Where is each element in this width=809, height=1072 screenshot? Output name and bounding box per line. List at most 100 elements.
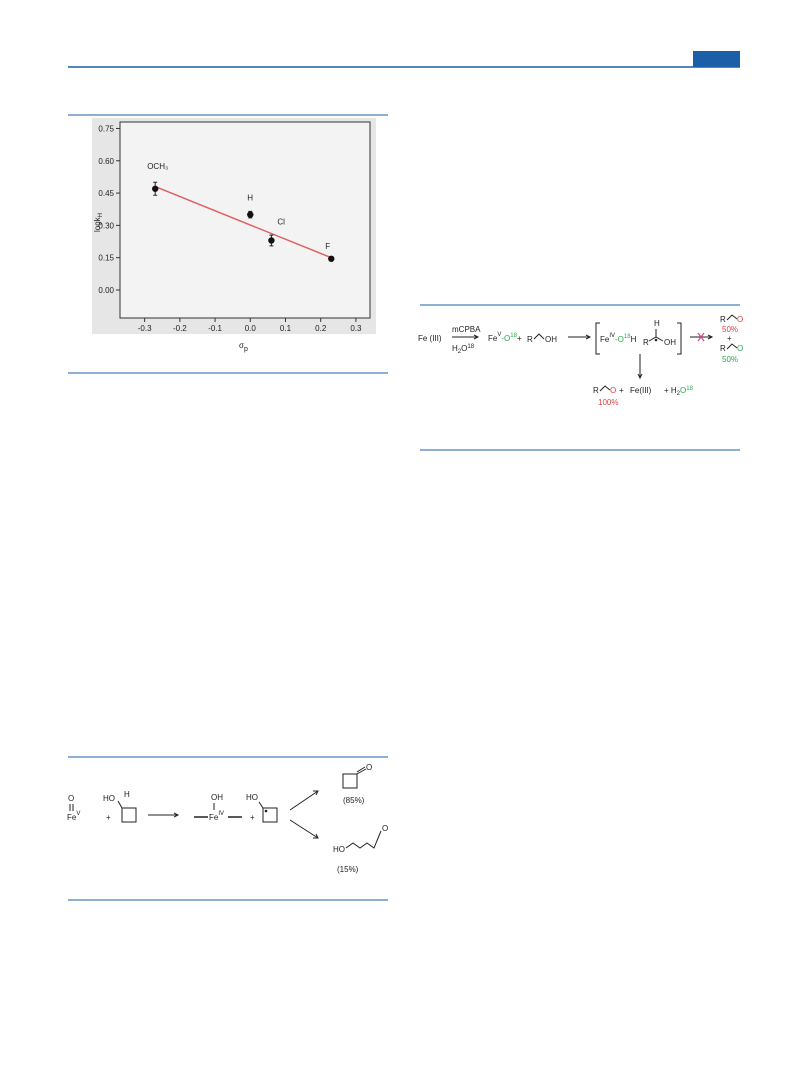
bond (648, 336, 664, 342)
text: O (680, 386, 686, 395)
yield: (85%) (343, 796, 365, 805)
text: 2 (677, 391, 681, 397)
point (328, 255, 335, 262)
arrow-head (707, 334, 714, 340)
plus: + (619, 386, 624, 395)
y-tick-label: 0.15 (98, 254, 114, 263)
x-tick-label: -0.2 (173, 324, 187, 333)
point-label: Cl (277, 217, 285, 226)
text: IV (218, 811, 224, 817)
text: logk (93, 216, 102, 232)
atom: H (124, 790, 130, 799)
atom: R (593, 386, 599, 395)
reactant: Fe (III) (418, 334, 442, 343)
text: V (76, 811, 80, 817)
ring (262, 807, 278, 823)
atom: FeV (67, 811, 80, 822)
chart: 0.00 0.15 0.30 0.45 0.60 0.75 -0.3 -0.2 -0.1 0.0 0… (93, 124, 362, 353)
text: H (631, 335, 637, 344)
point-label: OCH₃ (147, 162, 168, 171)
bond (726, 343, 738, 350)
text: IV (609, 333, 615, 339)
y-tick-label: 0.30 (98, 221, 114, 230)
text: O (461, 344, 467, 353)
species: FeIV-O18H (600, 333, 637, 344)
yield: 50% (722, 355, 738, 364)
point (152, 185, 159, 192)
x-tick-label: -0.3 (138, 324, 152, 333)
radical (264, 809, 268, 813)
text: 2 (458, 349, 462, 355)
x-axis-label: σp (239, 341, 248, 353)
ring (342, 773, 358, 789)
text: Fe (209, 813, 219, 822)
text: 18 (467, 344, 474, 350)
text: 18 (686, 386, 693, 392)
text: Fe (600, 335, 610, 344)
text: Fe (488, 334, 498, 343)
text: 18 (624, 334, 631, 340)
product: Fe(III) (630, 386, 652, 395)
bond (726, 314, 738, 321)
double-bond (69, 804, 74, 811)
point (247, 211, 254, 218)
plus: + (106, 813, 111, 822)
x-tick-label: 0.0 (245, 324, 257, 333)
reagent: H2O18 (452, 344, 475, 355)
bond (117, 800, 123, 809)
blocked-mark (697, 332, 705, 342)
text: Fe (67, 813, 77, 822)
y-tick-label: 0.75 (98, 124, 114, 133)
atom: HO (103, 794, 115, 803)
arrow-head (313, 790, 319, 839)
x-tick-label: -0.1 (208, 324, 222, 333)
reagent: mCPBA (452, 325, 481, 334)
atom: R (527, 335, 533, 344)
atom: FeIV (209, 811, 224, 822)
bracket (595, 322, 600, 355)
point (268, 237, 275, 244)
yield: (15%) (337, 865, 359, 874)
text: + H (664, 386, 677, 395)
atom: OH (211, 793, 223, 802)
text: + (517, 334, 522, 343)
y-tick-label: 0.45 (98, 189, 114, 198)
text: p (244, 346, 248, 353)
y-tick-label: 0.00 (98, 286, 114, 295)
atom: O (68, 794, 74, 803)
plus: + (250, 813, 255, 822)
atom: OH (664, 338, 676, 347)
text: V (497, 332, 501, 338)
x-tick-label: 0.2 (315, 324, 327, 333)
ring (121, 807, 137, 823)
atom: HO (246, 793, 258, 802)
arrow-head (637, 373, 643, 380)
text: σ (239, 341, 244, 350)
bond (599, 385, 611, 392)
point-label: F (325, 242, 330, 251)
atom: O (737, 344, 743, 353)
atom: OH (545, 335, 557, 344)
species: FeV-O18+ (488, 332, 522, 343)
arrow-head (173, 812, 180, 818)
x-tick-label: 0.1 (280, 324, 292, 333)
point-label: H (247, 194, 253, 203)
text: 18 (510, 333, 517, 339)
atom: R (643, 338, 649, 347)
text: -O (501, 334, 510, 343)
atom: HO (333, 845, 345, 854)
bond (258, 801, 264, 809)
atom: O (366, 763, 372, 772)
atom: O (610, 386, 616, 395)
arrow-head (585, 334, 592, 340)
scheme-2: Fe (III) mCPBA H2O18 FeV-O18+ R OH FeIV-… (418, 304, 743, 451)
fit-line (154, 185, 332, 259)
yield: 50% (722, 325, 738, 334)
atom: R (720, 315, 726, 324)
atom: O (382, 824, 388, 833)
text: -O (615, 335, 624, 344)
yield: 100% (598, 398, 618, 407)
chain (345, 830, 382, 849)
plot-area (119, 121, 371, 319)
